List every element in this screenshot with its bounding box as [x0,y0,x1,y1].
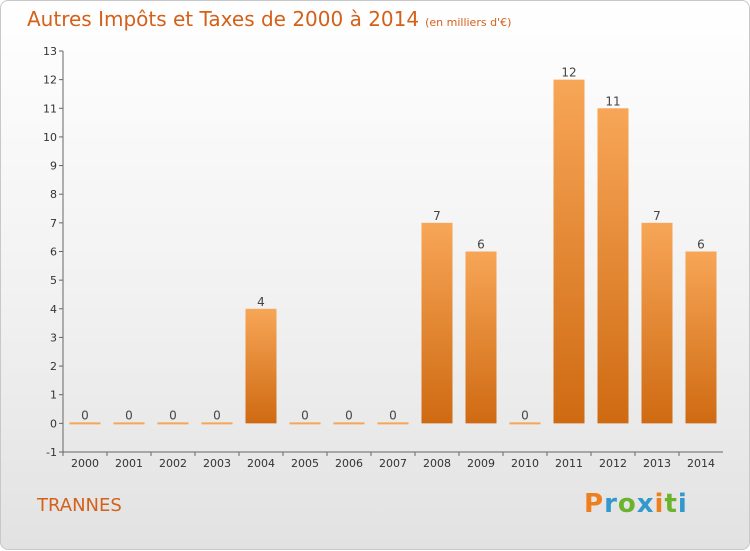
bar [421,222,453,424]
data-label: 11 [605,94,620,108]
bar [553,79,585,424]
data-label: 7 [433,209,441,223]
data-label: 0 [345,408,353,422]
y-tick-label: 0 [50,417,57,430]
logo-letter: P [584,489,605,519]
logo-letter: x [636,489,655,519]
bar [201,422,233,425]
y-tick-label: 10 [43,131,57,144]
logo-letter: i [654,489,665,519]
x-tick-label: 2006 [335,457,363,470]
bar [157,422,189,425]
y-tick-label: 2 [50,360,57,373]
logo-letter: t [664,489,678,519]
x-tick-label: 2011 [555,457,583,470]
x-tick-label: 2010 [511,457,539,470]
x-tick-label: 2009 [467,457,495,470]
data-label: 6 [697,238,705,252]
data-label: 4 [257,295,265,309]
place-name: TRANNES [37,495,122,516]
data-label: 0 [169,408,177,422]
bar [641,222,673,424]
bar [69,422,101,425]
x-tick-label: 2000 [71,457,99,470]
proxiti-logo: Proxiti [584,489,688,519]
y-tick-label: 7 [50,217,57,230]
x-tick-label: 2001 [115,457,143,470]
logo-letter: i [677,489,688,519]
y-tick-label: 3 [50,331,57,344]
chart-title-text: Autres Impôts et Taxes de 2000 à 2014 [27,7,420,31]
y-tick-label: 5 [50,274,57,287]
y-tick-label: 4 [50,303,57,316]
chart-title: Autres Impôts et Taxes de 2000 à 2014 (en… [27,7,511,31]
y-tick-label: 13 [43,45,57,58]
y-tick-label: -1 [46,446,57,459]
data-label: 6 [477,238,485,252]
bar [245,308,277,424]
y-tick-label: 11 [43,102,57,115]
data-label: 0 [521,408,529,422]
bar [509,422,541,425]
x-tick-label: 2014 [687,457,715,470]
y-tick-label: 9 [50,160,57,173]
logo-letter: o [617,489,637,519]
y-tick-label: 1 [50,389,57,402]
x-tick-label: 2003 [203,457,231,470]
x-tick-label: 2012 [599,457,627,470]
data-label: 0 [389,408,397,422]
y-tick-label: 12 [43,74,57,87]
bar [465,251,497,424]
x-tick-label: 2005 [291,457,319,470]
chart-subtitle: (en milliers d'€) [425,16,512,29]
data-label: 0 [125,408,133,422]
x-tick-label: 2002 [159,457,187,470]
data-label: 0 [301,408,309,422]
data-label: 7 [653,209,661,223]
y-tick-label: 8 [50,188,57,201]
bar [113,422,145,425]
bar [377,422,409,425]
x-tick-label: 2004 [247,457,275,470]
bar [685,251,717,424]
x-tick-label: 2013 [643,457,671,470]
logo-letter: r [604,489,618,519]
bar [289,422,321,425]
bar [333,422,365,425]
y-tick-label: 6 [50,246,57,259]
x-tick-label: 2008 [423,457,451,470]
bar [597,108,629,424]
data-label: 12 [561,66,576,80]
data-label: 0 [213,408,221,422]
data-label: 0 [81,408,89,422]
x-tick-label: 2007 [379,457,407,470]
